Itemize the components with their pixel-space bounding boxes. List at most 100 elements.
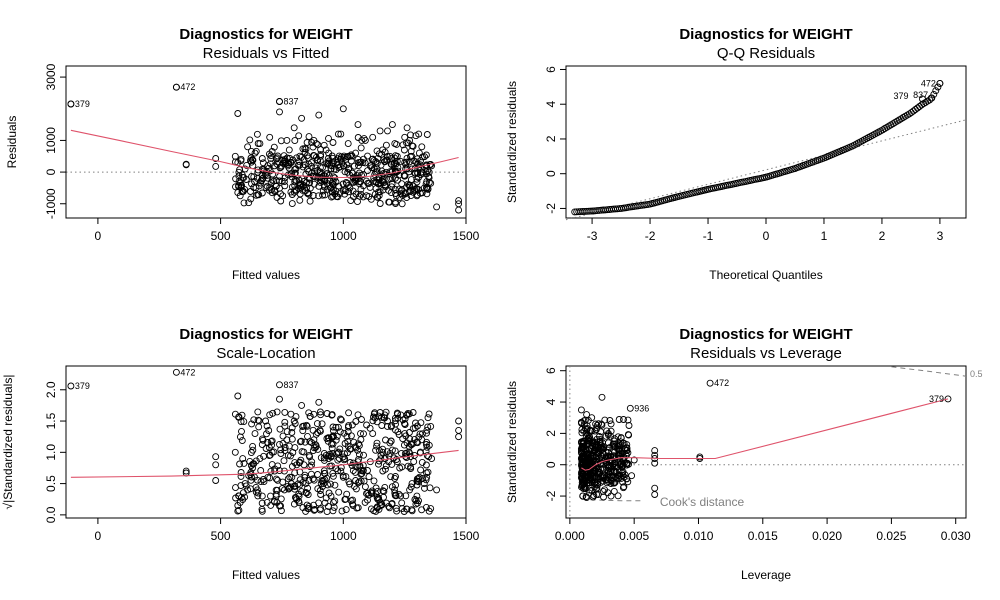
x-axis-label: Fitted values — [232, 568, 300, 582]
data-point — [589, 456, 597, 464]
data-point — [364, 496, 371, 504]
data-point — [267, 438, 275, 446]
data-point — [604, 489, 612, 497]
point-labels-layer: 472 936 379 — [634, 378, 944, 413]
data-point — [308, 138, 316, 146]
data-point — [254, 408, 262, 416]
data-point — [291, 182, 299, 190]
y-tick-label: 0.0 — [44, 506, 58, 523]
data-point — [621, 471, 629, 479]
y-tick-label: 1.0 — [44, 444, 58, 461]
data-point — [305, 502, 313, 510]
data-point — [416, 430, 424, 438]
data-point — [344, 152, 351, 160]
data-point — [337, 130, 345, 138]
data-point — [380, 179, 388, 187]
data-point — [415, 174, 422, 181]
y-tick-label: 6 — [544, 66, 558, 73]
point-label: 379 — [929, 394, 944, 404]
data-point — [612, 463, 620, 471]
data-point — [370, 413, 377, 421]
data-point — [327, 184, 335, 192]
data-point — [601, 457, 609, 465]
data-point — [259, 159, 267, 167]
point-labels-layer: 379 472 837 — [75, 82, 299, 109]
point-label: 472 — [180, 82, 195, 92]
data-point — [417, 157, 425, 165]
panel-title: Diagnostics for WEIGHT — [179, 26, 352, 43]
data-point — [373, 147, 381, 155]
data-point — [309, 475, 317, 483]
y-tick-label: 0 — [544, 170, 558, 177]
data-point — [401, 420, 408, 427]
data-point — [398, 499, 406, 507]
data-point — [334, 456, 342, 464]
data-point — [301, 161, 309, 169]
data-point — [413, 438, 421, 446]
data-point — [417, 466, 425, 474]
data-point — [212, 155, 220, 162]
x-tick-label: 0.025 — [876, 529, 906, 543]
data-point — [322, 494, 330, 502]
data-point — [277, 446, 285, 454]
data-point — [392, 160, 400, 168]
data-point — [256, 455, 264, 463]
qq-reference-line — [565, 119, 967, 221]
data-point — [320, 183, 328, 191]
data-point — [400, 146, 408, 154]
data-point — [346, 184, 354, 192]
data-point — [330, 498, 337, 506]
cooks-distance-contour — [891, 366, 967, 377]
data-point — [399, 191, 407, 199]
data-point — [283, 136, 291, 144]
data-point — [388, 460, 396, 468]
data-point — [944, 395, 952, 403]
data-point — [267, 179, 275, 187]
data-point — [402, 492, 410, 500]
data-point — [310, 410, 318, 418]
panel-title: Diagnostics for WEIGHT — [179, 326, 352, 343]
data-point — [354, 121, 362, 129]
data-point — [616, 445, 624, 453]
data-point — [433, 203, 441, 211]
y-axis-label: Standardized residuals — [505, 81, 519, 203]
data-point — [380, 487, 388, 495]
data-point — [317, 505, 325, 513]
data-point — [586, 474, 594, 482]
data-point — [298, 488, 305, 496]
point-label: 379 — [75, 99, 90, 109]
data-point — [304, 491, 312, 499]
data-point — [382, 141, 390, 149]
data-point — [363, 177, 370, 185]
data-point — [304, 484, 312, 492]
data-point — [597, 420, 605, 428]
x-tick-label: 1500 — [453, 229, 480, 243]
panel-subtitle: Residuals vs Fitted — [203, 45, 330, 62]
data-point — [345, 409, 353, 417]
data-point — [365, 473, 373, 481]
panel-subtitle: Scale-Location — [216, 345, 315, 362]
data-point — [276, 98, 283, 105]
data-point — [610, 487, 618, 495]
data-point — [314, 471, 322, 478]
data-point — [302, 170, 310, 178]
data-point — [344, 140, 352, 148]
data-point — [614, 433, 622, 441]
data-point — [295, 499, 303, 507]
data-point — [329, 469, 337, 477]
data-point — [360, 477, 368, 485]
data-point — [336, 163, 344, 171]
data-point — [281, 408, 289, 416]
data-point — [297, 456, 305, 464]
data-point — [607, 468, 615, 476]
data-point — [273, 160, 281, 168]
data-point — [309, 143, 317, 151]
reference-line-layer — [566, 366, 967, 518]
data-point — [67, 100, 75, 108]
data-point — [607, 420, 615, 428]
data-point — [591, 474, 599, 481]
data-point — [422, 168, 430, 176]
data-point — [306, 438, 314, 446]
plot-frame — [565, 65, 967, 219]
points-layer — [571, 79, 944, 216]
